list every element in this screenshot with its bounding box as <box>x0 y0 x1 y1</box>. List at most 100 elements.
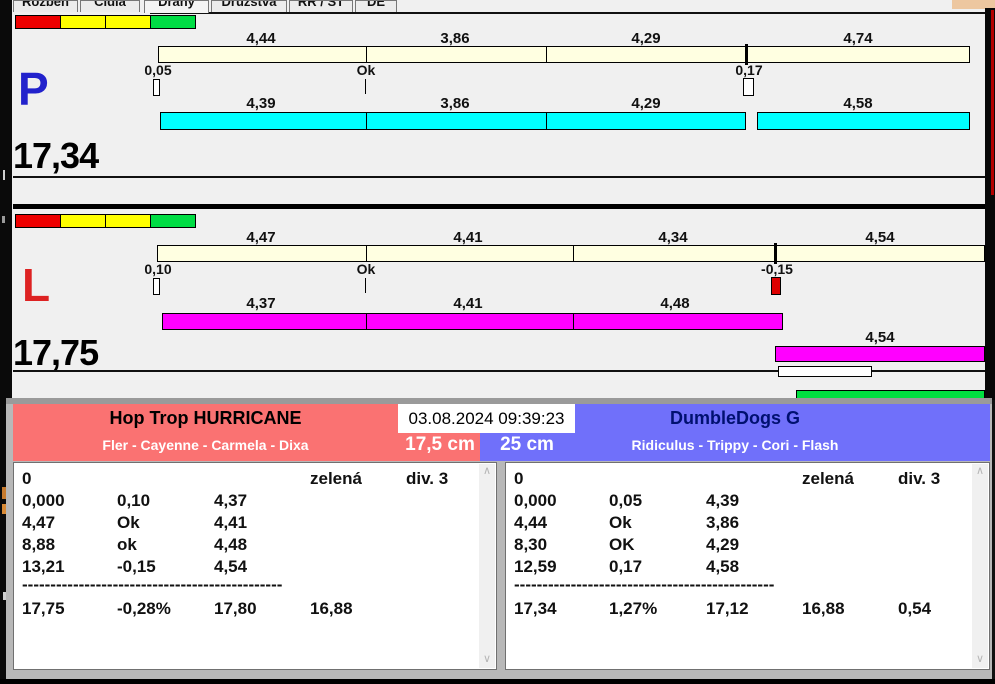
p-run-split-label: 3,86 <box>440 95 470 112</box>
split-cell: 4,47 <box>22 513 56 532</box>
scoreboard-right-edge <box>992 400 995 684</box>
total-net-time: 17,80 <box>214 599 257 618</box>
split-cell: 8,30 <box>514 535 548 554</box>
split-cell: 13,21 <box>22 557 65 576</box>
l-run-bar-last <box>775 346 985 362</box>
l-run-split-label: 4,41 <box>453 295 483 312</box>
l-ideal-split-label: 4,47 <box>246 229 276 246</box>
start-lights-p <box>15 15 196 29</box>
tab-page-top-border <box>150 12 985 14</box>
l-mid-tick <box>365 278 366 293</box>
light-yellow-1 <box>60 15 106 29</box>
split-cell: Ok <box>609 513 632 532</box>
split-cell: 0,17 <box>609 557 643 576</box>
tab-drahy-selected[interactable]: Dráhy <box>144 0 209 13</box>
bar-divider <box>366 314 367 329</box>
total-best-time: 16,88 <box>310 599 353 618</box>
p-run-split-label: 4,29 <box>631 95 661 112</box>
p-run-bar <box>160 112 746 130</box>
tab-label: Dráhy <box>158 0 195 9</box>
tab-label: RR / ST <box>297 0 345 9</box>
desktop-fragment-topright <box>952 0 995 9</box>
p-ideal-split-label: 4,74 <box>843 30 873 47</box>
desktop-edge-right <box>985 8 995 400</box>
lane-color-label: zelená <box>310 469 362 488</box>
split-cell: 4,54 <box>214 557 248 576</box>
division-label: div. 3 <box>898 469 941 488</box>
separator-line: ----------------------------------------… <box>22 575 283 594</box>
lane-separator <box>13 204 985 209</box>
division-label: div. 3 <box>406 469 449 488</box>
start-lights-l <box>15 214 196 228</box>
scroll-down-icon[interactable]: ∨ <box>975 653 985 665</box>
tab-druzstva[interactable]: Družstva <box>211 0 287 12</box>
p-section-underline <box>13 176 985 178</box>
lane-letter-p: P <box>18 63 49 115</box>
lane-letter-l: L <box>22 259 51 311</box>
split-cell: 4,48 <box>214 535 248 554</box>
p-start-diff-label: 0,05 <box>144 62 172 78</box>
light-red <box>15 214 61 228</box>
l-start-tick <box>153 278 160 295</box>
datetime-box: 03.08.2024 09:39:23 <box>398 404 575 433</box>
split-cell: 4,29 <box>706 535 740 554</box>
heat-number: 0 <box>514 469 524 488</box>
scrollbar[interactable]: ∧ ∨ <box>479 464 495 668</box>
results-list-left[interactable]: 0 zelená div. 3 0,000 0,10 4,37 4,47 Ok … <box>13 462 497 670</box>
p-change-diff-label: 0,17 <box>735 62 763 78</box>
p-end-tick <box>743 78 754 96</box>
scrollbar[interactable]: ∧ ∨ <box>972 464 988 668</box>
l-section-underline <box>13 370 985 372</box>
scroll-down-icon[interactable]: ∨ <box>482 653 492 665</box>
split-cell: 12,59 <box>514 557 557 576</box>
tab-de[interactable]: DE <box>355 0 397 12</box>
light-red <box>15 15 61 29</box>
l-marker-box <box>778 366 872 377</box>
split-cell: 4,44 <box>514 513 548 532</box>
p-run-split-label: 4,58 <box>843 95 873 112</box>
l-ideal-split-label: 4,54 <box>865 229 895 246</box>
desktop-fragment <box>2 487 8 499</box>
lane-color-label: zelená <box>802 469 854 488</box>
l-run-split-label: 4,37 <box>246 295 276 312</box>
split-cell: 0,05 <box>609 491 643 510</box>
tab-label: Rozběh <box>22 0 69 9</box>
split-cell: OK <box>609 535 635 554</box>
left-team-name: Hop Trop HURRICANE <box>109 408 302 428</box>
l-run-split-label-last: 4,54 <box>865 329 895 346</box>
window-bottom-border <box>0 679 995 684</box>
desktop-fragment <box>3 170 5 180</box>
tab-cidla[interactable]: Čidla <box>80 0 140 12</box>
l-change-diff-label: -0,15 <box>761 261 793 277</box>
heat-number: 0 <box>22 469 32 488</box>
results-list-right[interactable]: 0 zelená div. 3 0,000 0,05 4,39 4,44 Ok … <box>505 462 990 670</box>
tab-rr-st[interactable]: RR / ST <box>289 0 353 12</box>
desktop-fragment-red <box>991 10 994 195</box>
scroll-up-icon[interactable]: ∧ <box>482 465 492 477</box>
p-change-ok-label: Ok <box>356 62 376 78</box>
total-net-time: 17,12 <box>706 599 749 618</box>
l-ideal-split-label: 4,34 <box>658 229 688 246</box>
split-cell: -0,15 <box>117 557 156 576</box>
total-time: 17,75 <box>22 599 65 618</box>
p-ideal-split-label: 3,86 <box>440 30 470 47</box>
scroll-up-icon[interactable]: ∧ <box>975 465 985 477</box>
tab-rozbeh[interactable]: Rozběh <box>13 0 78 12</box>
bar-divider <box>573 314 574 329</box>
separator-line: ----------------------------------------… <box>514 575 775 594</box>
p-run-bar-last <box>757 112 970 130</box>
p-ideal-split-label: 4,44 <box>246 30 276 47</box>
split-cell: 3,86 <box>706 513 740 532</box>
right-team-dogs: Ridiculus - Trippy - Cori - Flash <box>631 437 839 453</box>
left-jump-height: 17,5 cm <box>405 434 475 455</box>
right-team-name: DumbleDogs G <box>669 408 800 428</box>
split-cell: 4,58 <box>706 557 740 576</box>
tab-label: DE <box>366 0 386 9</box>
tab-label: Družstva <box>221 0 277 9</box>
total-extra: 0,54 <box>898 599 932 618</box>
bar-divider <box>366 246 367 261</box>
p-run-split-label: 4,39 <box>246 95 276 112</box>
light-yellow-1 <box>60 214 106 228</box>
l-total-time: 17,75 <box>13 332 99 373</box>
scoreboard-top-edge <box>6 398 992 404</box>
